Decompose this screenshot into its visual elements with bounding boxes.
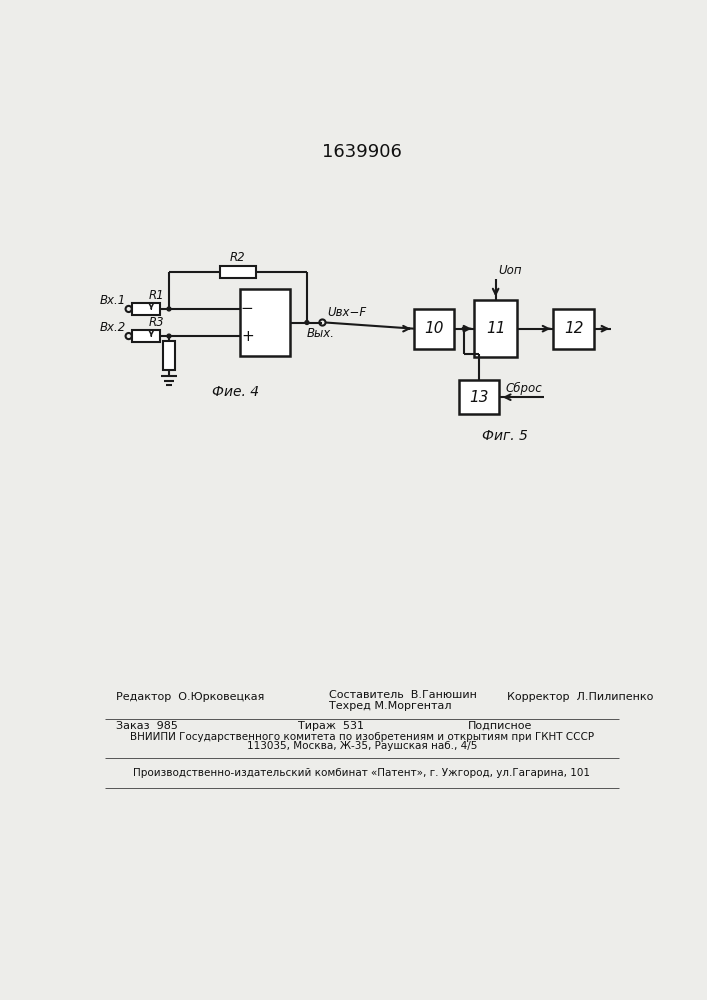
Text: 12: 12	[563, 321, 583, 336]
Circle shape	[462, 327, 466, 331]
Text: 11: 11	[486, 321, 506, 336]
Text: Подписное: Подписное	[468, 721, 532, 731]
Text: R2: R2	[230, 251, 246, 264]
Text: Редактор  О.Юрковецкая: Редактор О.Юрковецкая	[115, 692, 264, 702]
Text: 13: 13	[469, 390, 489, 405]
Bar	[459, 380, 499, 414]
Text: Uвx−F: Uвx−F	[327, 306, 366, 319]
Text: R3: R3	[149, 316, 165, 329]
Text: Вх.1: Вх.1	[99, 294, 126, 307]
Bar	[474, 300, 517, 357]
Text: Техред М.Моргентал: Техред М.Моргентал	[329, 701, 451, 711]
Circle shape	[305, 321, 309, 324]
Text: Корректор  Л.Пилипенко: Корректор Л.Пилипенко	[507, 692, 653, 702]
Text: Тираж  531: Тираж 531	[298, 721, 363, 731]
Text: 1639906: 1639906	[322, 143, 402, 161]
Text: Фиг. 5: Фиг. 5	[482, 429, 528, 443]
Text: Uоп: Uоп	[498, 264, 522, 277]
Bar	[414, 309, 454, 349]
Text: Фие. 4: Фие. 4	[212, 385, 259, 399]
Bar	[163, 341, 175, 370]
Text: Заказ  985: Заказ 985	[115, 721, 177, 731]
Text: 113035, Москва, Ж-35, Раушская наб., 4/5: 113035, Москва, Ж-35, Раушская наб., 4/5	[247, 741, 477, 751]
Text: Вых.: Вых.	[307, 327, 335, 340]
Text: Вх.2: Вх.2	[99, 321, 126, 334]
Text: +: +	[241, 329, 254, 344]
Bar	[132, 330, 160, 342]
Text: Составитель  В.Ганюшин: Составитель В.Ганюшин	[329, 690, 477, 700]
Circle shape	[167, 334, 171, 338]
Bar	[132, 303, 160, 315]
Circle shape	[167, 307, 171, 311]
Text: ВНИИПИ Государственного комитета по изобретениям и открытиям при ГКНТ СССР: ВНИИПИ Государственного комитета по изоб…	[130, 732, 594, 742]
Text: R1: R1	[149, 289, 165, 302]
Text: 10: 10	[424, 321, 444, 336]
Text: −: −	[241, 301, 254, 316]
Bar	[220, 266, 256, 278]
Bar	[240, 289, 290, 356]
Text: Производственно-издательский комбинат «Патент», г. Ужгород, ул.Гагарина, 101: Производственно-издательский комбинат «П…	[134, 768, 590, 778]
Text: Сброс: Сброс	[506, 382, 542, 395]
Bar	[554, 309, 594, 349]
